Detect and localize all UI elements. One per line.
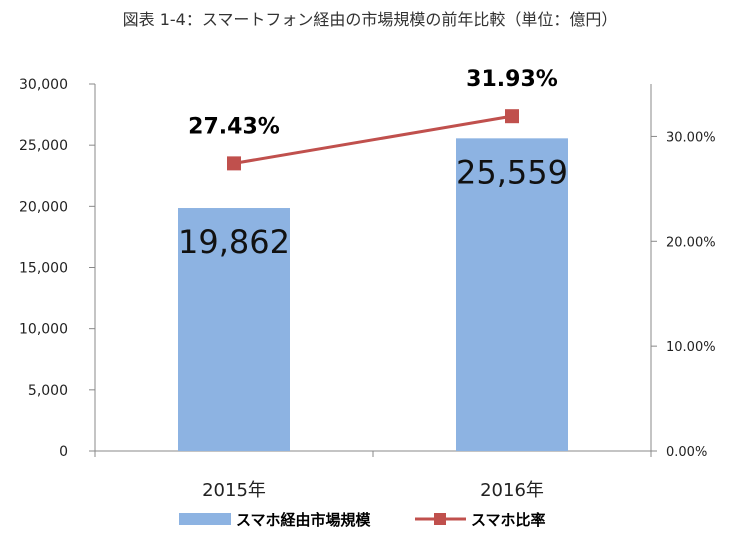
left-tick-label: 15,000 — [19, 261, 68, 277]
left-tick-label: 25,000 — [19, 138, 68, 154]
ratio-value-label: 27.43% — [188, 114, 280, 139]
left-tick-label: 5,000 — [28, 383, 68, 399]
ratio-value-label: 31.93% — [466, 67, 558, 92]
ratio-marker — [505, 109, 519, 124]
bar-value-label: 25,559 — [456, 153, 568, 191]
right-tick-label: 10.00% — [666, 340, 716, 355]
legend-label-bar: スマホ経由市場規模 — [236, 511, 372, 529]
right-tick-label: 20.00% — [666, 235, 716, 250]
left-tick-label: 20,000 — [19, 199, 68, 215]
legend-swatch-marker — [434, 513, 446, 525]
left-tick-label: 30,000 — [19, 77, 68, 93]
category-label: 2016年 — [480, 480, 544, 501]
ratio-marker — [227, 156, 241, 171]
legend-swatch-bar — [179, 513, 231, 525]
right-tick-label: 30.00% — [666, 130, 716, 145]
legend-label-line: スマホ比率 — [471, 511, 546, 529]
ratio-line — [233, 114, 513, 165]
category-label: 2015年 — [202, 480, 266, 501]
bar — [456, 138, 568, 451]
left-tick-label: 10,000 — [19, 322, 68, 338]
left-tick-label: 0 — [59, 444, 68, 460]
chart-title: 図表 1-4：スマートフォン経由の市場規模の前年比較（単位：億円） — [122, 10, 618, 29]
bar-value-label: 19,862 — [178, 223, 290, 261]
right-tick-label: 0.00% — [666, 445, 707, 460]
bar — [178, 208, 290, 451]
